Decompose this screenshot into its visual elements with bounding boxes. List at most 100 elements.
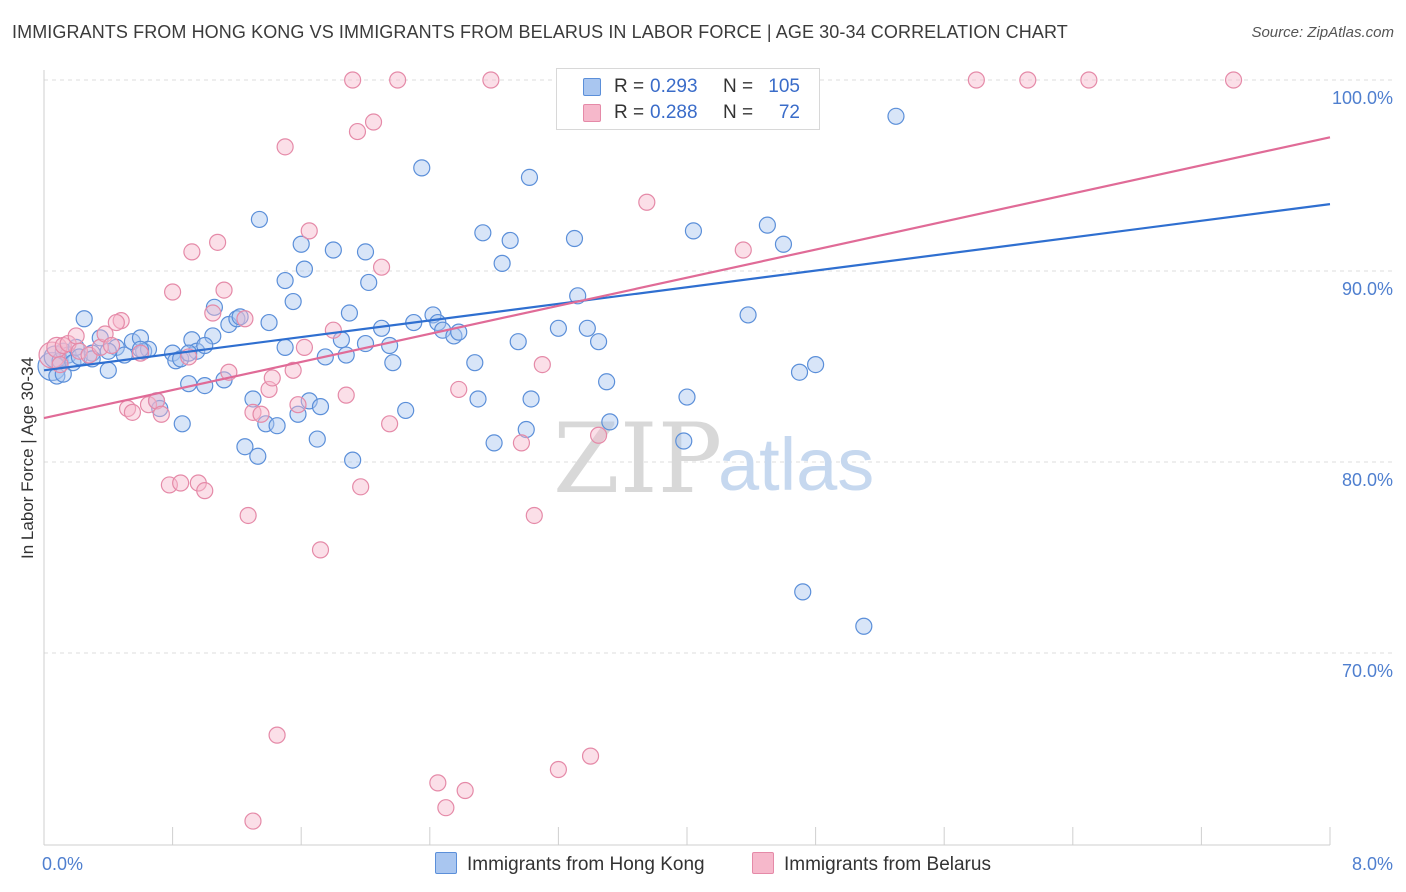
hong-kong-point [260, 313, 278, 332]
hong-kong-point [324, 241, 342, 259]
chart-title: IMMIGRANTS FROM HONG KONG VS IMMIGRANTS … [12, 22, 1068, 42]
n-label: N = [723, 76, 754, 97]
belarus-point [381, 415, 399, 433]
hong-kong-point [758, 216, 776, 234]
grid-lines [44, 79, 1393, 654]
belarus-point [51, 355, 69, 374]
belarus-trend-line [43, 136, 1331, 420]
hong-kong-point [520, 168, 539, 187]
belarus-point [263, 369, 281, 387]
belarus-point [183, 243, 201, 261]
r-label: R = [614, 102, 645, 123]
hong-kong-point [356, 243, 375, 261]
belarus-point [581, 747, 600, 765]
belarus-point [437, 799, 455, 817]
hong-kong-point [276, 271, 294, 290]
hong-kong-point [794, 583, 812, 601]
hong-kong-point [292, 235, 310, 253]
hong-kong-point [578, 319, 596, 337]
hong-kong-point [493, 254, 511, 272]
belarus-point [549, 760, 568, 779]
hong-kong-point [344, 451, 362, 469]
hong-kong-point [522, 390, 540, 408]
belarus-point [236, 310, 254, 328]
y-axis-label: In Labor Force | Age 30-34 [18, 357, 37, 559]
hong-kong-point [474, 224, 492, 242]
belarus-point [1224, 71, 1243, 89]
r-value: 0.288 [650, 102, 698, 123]
belarus-point [372, 258, 391, 276]
belarus-point [429, 774, 447, 792]
hong-kong-point [75, 310, 93, 328]
hong-kong-point [295, 260, 314, 278]
hong-kong-point [180, 375, 198, 393]
hong-kong-point [790, 363, 809, 381]
hong-kong-point [501, 231, 519, 250]
stats-row-belarus: R = 0.288 N = 72 [557, 101, 819, 127]
belarus-point [348, 122, 367, 141]
hong-kong-point [397, 401, 415, 420]
belarus-point [152, 405, 170, 423]
belarus-point [337, 386, 355, 404]
belarus-point [967, 71, 985, 89]
hong-kong-points [37, 107, 905, 635]
belarus-legend-swatch [752, 852, 774, 874]
belarus-point [239, 506, 257, 525]
stats-box: R = 0.293 N = 105 R = 0.288 N = 72 [556, 68, 820, 130]
belarus-point [244, 812, 262, 830]
hong-kong-point [601, 413, 619, 431]
tick-labels: 70.0% 80.0% 90.0% 100.0% 0.0% 8.0% [42, 88, 1393, 874]
hong-kong-point [54, 365, 72, 383]
hong-kong-point [517, 420, 535, 439]
belarus-point [525, 506, 543, 525]
hong-kong-point [289, 405, 307, 423]
hong-kong-point [360, 273, 378, 292]
hong-kong-point [675, 432, 693, 450]
hong-kong-point [678, 388, 696, 406]
hong-kong-point [466, 354, 484, 372]
hong-kong-point [855, 617, 873, 635]
hong-kong-point [384, 354, 402, 372]
legend-item-hong-kong: Immigrants from Hong Kong [435, 852, 705, 876]
belarus-point [295, 338, 314, 356]
hong-kong-point [549, 319, 568, 337]
hong-kong-point [268, 417, 286, 435]
watermark: ZIP atlas [553, 403, 874, 515]
hong-kong-point [381, 336, 399, 355]
belarus-point [284, 361, 302, 379]
belarus-point [276, 138, 294, 156]
hong-kong-point [284, 292, 302, 311]
hong-kong-swatch [583, 78, 601, 96]
hong-kong-point [509, 333, 527, 351]
hong-kong-point [337, 346, 355, 364]
belarus-point [734, 241, 752, 259]
belarus-point [638, 193, 656, 211]
belarus-point [252, 405, 270, 423]
n-value: 105 [768, 76, 800, 97]
belarus-point [67, 327, 85, 345]
hong-kong-point [244, 390, 262, 408]
hong-kong-point [413, 159, 431, 177]
belarus-point [196, 482, 214, 500]
hong-kong-point [684, 222, 703, 240]
belarus-point [344, 71, 362, 89]
stats-row-hong-kong: R = 0.293 N = 105 [557, 75, 819, 101]
y-tick-label: 80.0% [1342, 470, 1393, 490]
belarus-point [70, 342, 88, 360]
belarus-point [482, 71, 500, 89]
belarus-point [300, 222, 318, 240]
belarus-points [38, 71, 1243, 830]
belarus-point [450, 380, 468, 399]
n-value: 72 [778, 102, 800, 123]
belarus-point [209, 233, 227, 251]
belarus-point [164, 283, 182, 301]
y-tick-label: 100.0% [1332, 88, 1393, 108]
r-value: 0.293 [650, 76, 698, 97]
belarus-point [38, 341, 66, 369]
hong-kong-point [739, 306, 757, 324]
hong-kong-point [565, 229, 584, 248]
belarus-point [311, 541, 330, 559]
legend-label: Immigrants from Hong Kong [467, 854, 705, 875]
hong-kong-point [173, 415, 191, 433]
